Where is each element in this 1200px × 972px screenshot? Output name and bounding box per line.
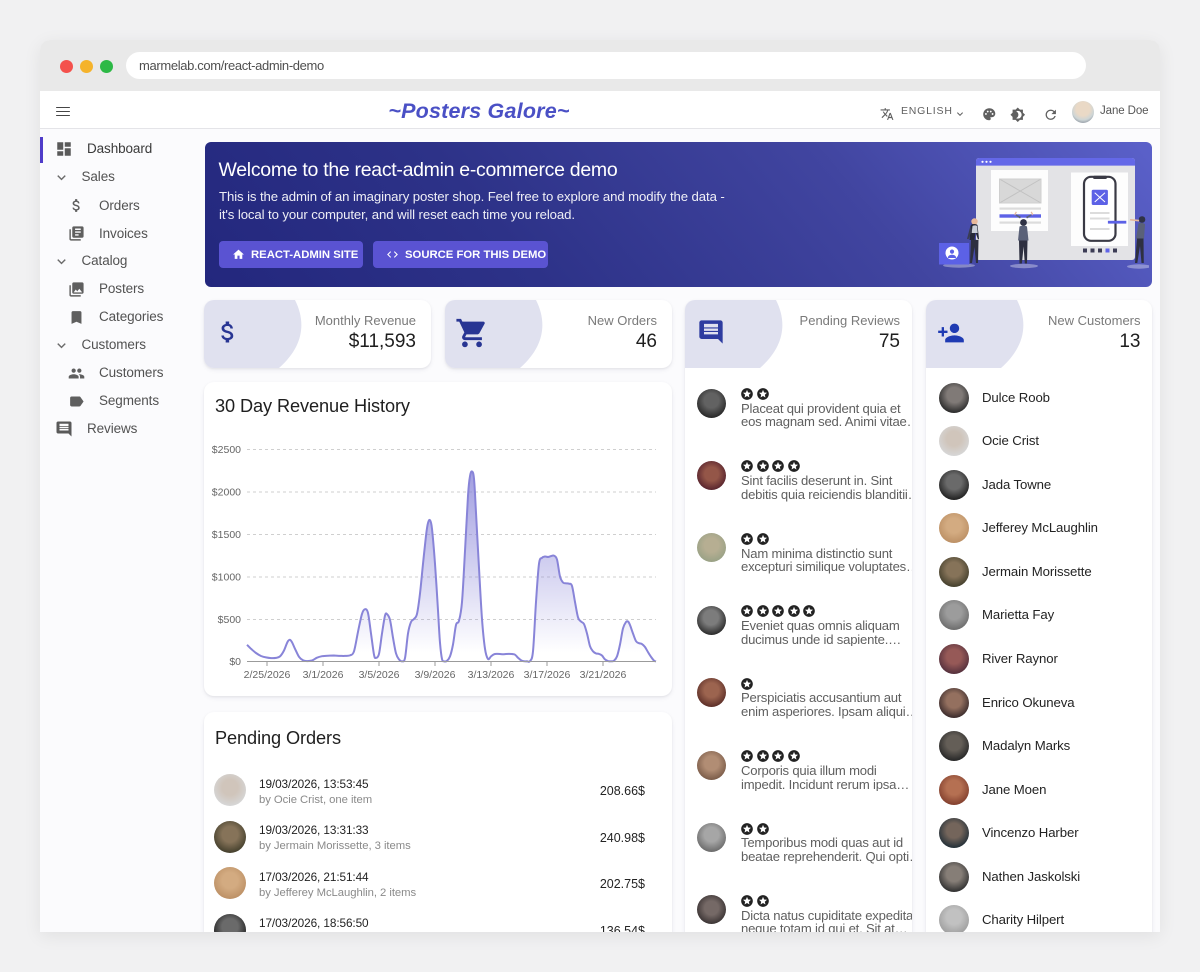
svg-text:$1000: $1000 xyxy=(212,572,241,584)
svg-text:3/17/2026: 3/17/2026 xyxy=(524,669,571,681)
svg-text:3/21/2026: 3/21/2026 xyxy=(580,669,627,681)
svg-text:$1500: $1500 xyxy=(212,529,241,541)
svg-text:3/1/2026: 3/1/2026 xyxy=(303,669,344,681)
svg-text:$500: $500 xyxy=(218,614,242,626)
svg-text:$0: $0 xyxy=(229,656,241,668)
svg-text:3/9/2026: 3/9/2026 xyxy=(415,669,456,681)
svg-text:$2000: $2000 xyxy=(212,487,241,499)
svg-text:$2500: $2500 xyxy=(212,444,241,456)
svg-text:3/13/2026: 3/13/2026 xyxy=(468,669,515,681)
svg-text:3/5/2026: 3/5/2026 xyxy=(359,669,400,681)
svg-text:2/25/2026: 2/25/2026 xyxy=(244,669,291,681)
